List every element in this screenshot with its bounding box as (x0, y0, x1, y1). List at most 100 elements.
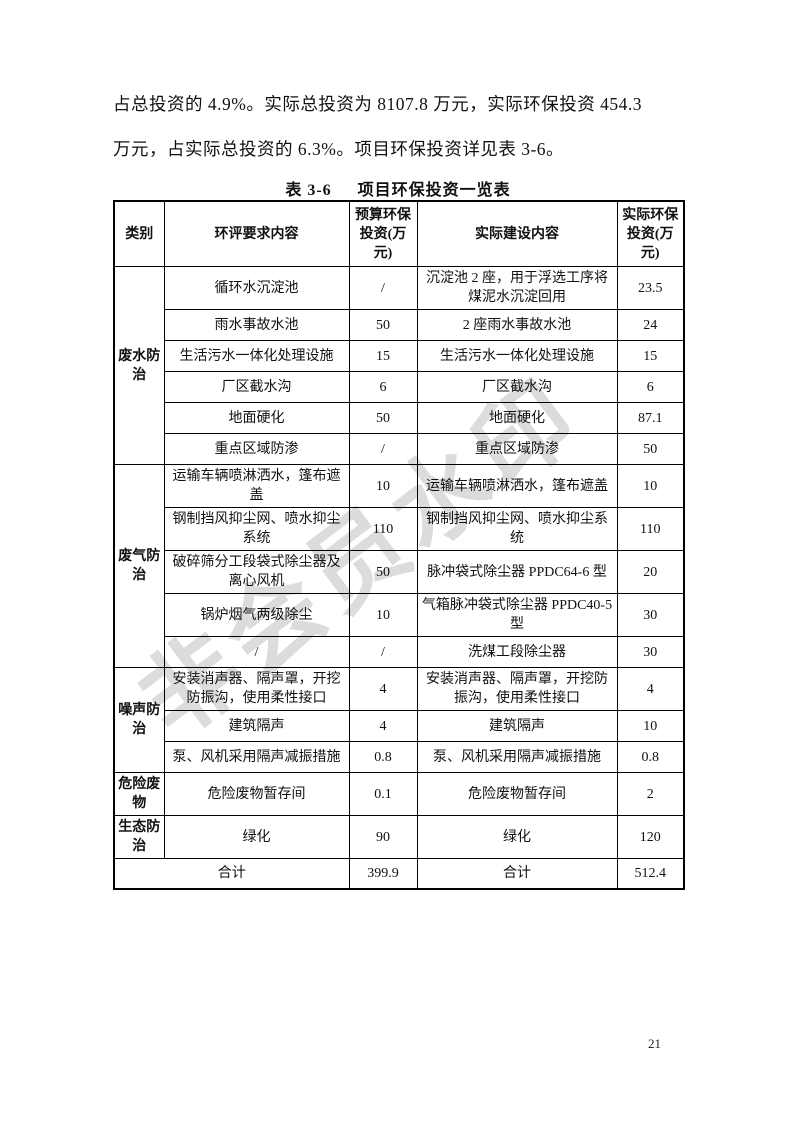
invest-table: 类别 环评要求内容 预算环保投资(万元) 实际建设内容 实际环保投资(万元) 废… (113, 200, 685, 890)
table-caption-label: 表 3-6 (285, 182, 332, 199)
requirement-cell: 危险废物暂存间 (163, 772, 350, 816)
category-cell: 危险废物 (113, 772, 165, 816)
header-row: 类别 环评要求内容 预算环保投资(万元) 实际建设内容 实际环保投资(万元) (113, 200, 685, 267)
actual-investment-cell: 2 (616, 772, 685, 816)
budget-cell: / (348, 266, 418, 310)
actual-cell: 地面硬化 (416, 402, 618, 434)
actual-investment-cell: 4 (616, 667, 685, 711)
actual-cell: 安装消声器、隔声罩，开挖防振沟，使用柔性接口 (416, 667, 618, 711)
total-actual-investment-cell: 512.4 (616, 858, 685, 890)
actual-investment-cell: 24 (616, 309, 685, 341)
requirement-cell: 建筑隔声 (163, 710, 350, 742)
actual-cell: 洗煤工段除尘器 (416, 636, 618, 668)
header-budget: 预算环保投资(万元) (348, 200, 418, 267)
requirement-cell: 绿化 (163, 815, 350, 859)
total-budget-cell: 399.9 (348, 858, 418, 890)
table-row: 厂区截水沟 6 厂区截水沟 6 (114, 371, 685, 403)
budget-cell: 110 (348, 507, 418, 551)
body-paragraph: 占总投资的 4.9%。实际总投资为 8107.8 万元，实际环保投资 454.3… (113, 82, 681, 172)
table-row: 危险废物 危险废物暂存间 0.1 危险废物暂存间 2 (113, 772, 685, 816)
budget-cell: 0.1 (348, 772, 418, 816)
actual-investment-cell: 50 (616, 433, 685, 465)
table-row: 废气防治 运输车辆喷淋洒水，篷布遮盖 10 运输车辆喷淋洒水，篷布遮盖 10 (113, 464, 685, 668)
table-row: 锅炉烟气两级除尘 10 气箱脉冲袋式除尘器 PPDC40-5 型 30 (114, 593, 685, 637)
actual-cell: 运输车辆喷淋洒水，篷布遮盖 (416, 464, 618, 508)
table-row: 钢制挡风抑尘网、喷水抑尘系统 110 钢制挡风抑尘网、喷水抑尘系统 110 (114, 507, 685, 551)
budget-cell: 50 (348, 402, 418, 434)
requirement-cell: 运输车辆喷淋洒水，篷布遮盖 (163, 464, 350, 508)
category-cell: 生态防治 (113, 815, 165, 859)
actual-cell: 生活污水一体化处理设施 (416, 340, 618, 372)
actual-investment-cell: 30 (616, 636, 685, 668)
actual-investment-cell: 23.5 (616, 266, 685, 310)
actual-investment-cell: 10 (616, 464, 685, 508)
requirement-cell: 锅炉烟气两级除尘 (163, 593, 350, 637)
actual-investment-cell: 110 (616, 507, 685, 551)
requirement-cell: 生活污水一体化处理设施 (163, 340, 350, 372)
actual-cell: 钢制挡风抑尘网、喷水抑尘系统 (416, 507, 618, 551)
total-label-cell: 合计 (113, 858, 350, 890)
paragraph-line-2: 万元，占实际总投资的 6.3%。项目环保投资详见表 3-6。 (113, 139, 565, 159)
invest-table-head: 类别 环评要求内容 预算环保投资(万元) 实际建设内容 实际环保投资(万元) (113, 200, 685, 267)
budget-cell: 10 (348, 464, 418, 508)
page-number: 21 (648, 1036, 661, 1051)
table-row: 噪声防治 安装消声器、隔声罩，开挖防振沟，使用柔性接口 4 安装消声器、隔声罩，开挖防… (113, 667, 685, 773)
actual-cell: 泵、风机采用隔声减振措施 (416, 741, 618, 773)
actual-investment-cell: 6 (616, 371, 685, 403)
budget-cell: 4 (348, 710, 418, 742)
requirement-cell: 重点区域防渗 (163, 433, 350, 465)
actual-investment-cell: 15 (616, 340, 685, 372)
requirement-cell: 钢制挡风抑尘网、喷水抑尘系统 (163, 507, 350, 551)
table-row: / / 洗煤工段除尘器 30 (114, 636, 685, 668)
actual-investment-cell: 87.1 (616, 402, 685, 434)
category-cell: 废水防治 (113, 266, 165, 465)
actual-investment-cell: 10 (616, 710, 685, 742)
budget-cell: 0.8 (348, 741, 418, 773)
actual-cell: 厂区截水沟 (416, 371, 618, 403)
header-requirement: 环评要求内容 (163, 200, 350, 267)
budget-cell: 10 (348, 593, 418, 637)
table-row: 破碎筛分工段袋式除尘器及离心风机 50 脉冲袋式除尘器 PPDC64-6 型 20 (114, 550, 685, 594)
budget-cell: / (348, 636, 418, 668)
requirement-cell: / (163, 636, 350, 668)
table-caption-title: 项目环保投资一览表 (357, 182, 511, 199)
actual-cell: 气箱脉冲袋式除尘器 PPDC40-5 型 (416, 593, 618, 637)
table-row: 建筑隔声 4 建筑隔声 10 (114, 710, 685, 742)
budget-cell: 4 (348, 667, 418, 711)
actual-investment-cell: 20 (616, 550, 685, 594)
table-row: 地面硬化 50 地面硬化 87.1 (114, 402, 685, 434)
actual-cell: 2 座雨水事故水池 (416, 309, 618, 341)
requirement-cell: 厂区截水沟 (163, 371, 350, 403)
budget-cell: / (348, 433, 418, 465)
requirement-cell: 破碎筛分工段袋式除尘器及离心风机 (163, 550, 350, 594)
requirement-cell: 雨水事故水池 (163, 309, 350, 341)
budget-cell: 50 (348, 550, 418, 594)
table-row: 废水防治 循环水沉淀池 / 沉淀池 2 座，用于浮选工序将煤泥水沉淀回用 23.5 (113, 266, 685, 465)
actual-cell: 绿化 (416, 815, 618, 859)
total-row: 合计 399.9 合计 512.4 (113, 858, 685, 890)
actual-investment-cell: 120 (616, 815, 685, 859)
requirement-cell: 循环水沉淀池 (163, 266, 350, 310)
actual-cell: 重点区域防渗 (416, 433, 618, 465)
category-cell: 噪声防治 (113, 667, 165, 773)
actual-investment-cell: 30 (616, 593, 685, 637)
budget-cell: 15 (348, 340, 418, 372)
total-actual-label-cell: 合计 (416, 858, 618, 890)
requirement-cell: 泵、风机采用隔声减振措施 (163, 741, 350, 773)
actual-cell: 沉淀池 2 座，用于浮选工序将煤泥水沉淀回用 (416, 266, 618, 310)
table-caption: 表 3-6 项目环保投资一览表 (113, 176, 683, 200)
table-row: 生活污水一体化处理设施 15 生活污水一体化处理设施 15 (114, 340, 685, 372)
table-row: 雨水事故水池 50 2 座雨水事故水池 24 (114, 309, 685, 341)
budget-cell: 90 (348, 815, 418, 859)
table-row: 重点区域防渗 / 重点区域防渗 50 (114, 433, 685, 465)
invest-table-body: 废水防治 循环水沉淀池 / 沉淀池 2 座，用于浮选工序将煤泥水沉淀回用 23.5 雨水事… (113, 266, 685, 890)
header-actual: 实际建设内容 (416, 200, 618, 267)
header-category: 类别 (113, 200, 165, 267)
actual-cell: 脉冲袋式除尘器 PPDC64-6 型 (416, 550, 618, 594)
actual-cell: 危险废物暂存间 (416, 772, 618, 816)
table-row: 生态防治 绿化 90 绿化 120 (113, 815, 685, 859)
actual-cell: 建筑隔声 (416, 710, 618, 742)
budget-cell: 50 (348, 309, 418, 341)
